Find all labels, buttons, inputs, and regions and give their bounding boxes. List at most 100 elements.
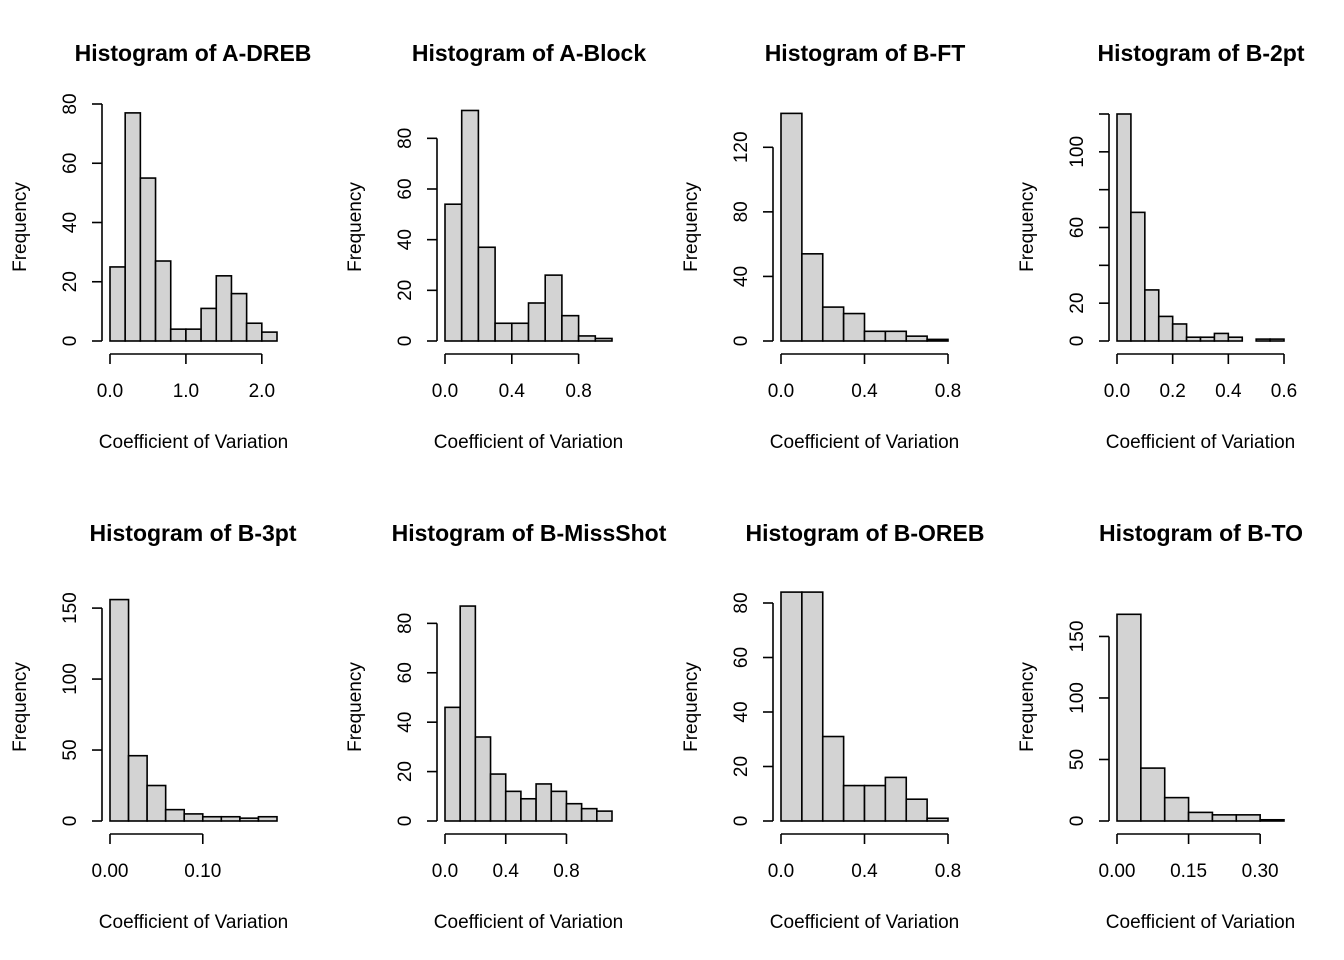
x-tick-label: 0.8: [565, 381, 591, 402]
histogram-bar: [1185, 336, 1202, 342]
x-axis-label: Coefficient of Variation: [99, 432, 288, 453]
x-tick-label: 0.0: [432, 861, 458, 882]
y-tick-label: 60: [731, 647, 752, 668]
y-tick-label: 150: [60, 592, 81, 624]
histogram-bar: [1144, 289, 1160, 342]
y-tick-label: 80: [731, 201, 752, 222]
y-axis-label: Frequency: [681, 182, 702, 272]
x-tick-label: 2.0: [249, 381, 275, 402]
histogram-bar: [474, 736, 492, 822]
y-tick-label: 0: [1067, 336, 1088, 347]
chart-title: Histogram of B-2pt: [1098, 40, 1305, 66]
histogram-panel: Histogram of A-DREB 0.0 1.0 2.0 0 20 40 60 80 Coe…: [10, 40, 311, 453]
x-tick-label: 0.0: [768, 861, 794, 882]
histogram-bar: [1235, 814, 1261, 822]
y-axis-label: Frequency: [681, 662, 702, 752]
histogram-bar: [494, 322, 513, 342]
histogram-bar: [109, 598, 130, 822]
x-tick-label: 0.15: [1170, 861, 1207, 882]
histogram-bar: [884, 776, 908, 822]
histogram-bar: [239, 817, 260, 822]
histogram-panel: Histogram of B-3pt 0.00 0.10 0 50 100 150 Coeff…: [10, 520, 297, 933]
y-tick-label: 40: [395, 229, 416, 250]
histogram-bar: [139, 177, 157, 342]
histogram-bar: [596, 810, 613, 822]
x-tick-label: 0.0: [97, 381, 123, 402]
histogram-bar: [444, 706, 461, 822]
y-axis-label: Frequency: [1017, 182, 1038, 272]
histogram-bar: [169, 328, 187, 342]
histogram-bar: [1259, 818, 1285, 822]
x-axis-label: Coefficient of Variation: [434, 912, 623, 933]
histogram-bar: [1187, 811, 1214, 822]
histogram-bar: [594, 337, 613, 342]
y-tick-label: 20: [731, 756, 752, 777]
histogram-bar: [261, 331, 278, 342]
y-tick-label: 0: [731, 336, 752, 347]
y-tick-label: 0: [395, 336, 416, 347]
x-tick-label: 0.0: [768, 381, 794, 402]
histogram-bar: [1255, 338, 1271, 342]
histogram-bar: [460, 109, 480, 342]
histogram-bar: [535, 783, 553, 822]
histogram-bar: [561, 314, 580, 342]
histogram-bar: [1157, 315, 1174, 342]
histogram-bar: [183, 813, 204, 822]
histogram-panel: Histogram of B-MissShot 0.0 0.4 0.8 0 20 40 60 8…: [345, 520, 667, 933]
x-tick-label: 0.10: [184, 861, 221, 882]
y-tick-label: 0: [395, 816, 416, 827]
x-axis-label: Coefficient of Variation: [1106, 432, 1295, 453]
histogram-panel: Histogram of B-2pt 0.0 0.2 0.4 0.6 0 20 60 100 Co…: [1017, 40, 1305, 453]
y-tick-label: 50: [60, 739, 81, 760]
x-tick-label: 0.4: [851, 861, 878, 882]
histogram-bar: [780, 591, 803, 822]
y-axis-label: Frequency: [345, 662, 366, 752]
y-tick-label: 120: [731, 131, 752, 163]
y-tick-label: 20: [1067, 293, 1088, 314]
x-tick-label: 0.4: [851, 381, 878, 402]
x-tick-label: 0.00: [92, 861, 129, 882]
histogram-bar: [459, 605, 477, 822]
y-tick-label: 100: [60, 663, 81, 695]
histogram-bar: [863, 784, 887, 822]
x-tick-label: 1.0: [173, 381, 199, 402]
y-tick-label: 40: [395, 712, 416, 733]
histogram-bar: [1171, 323, 1188, 342]
y-tick-label: 40: [731, 701, 752, 722]
histogram-bar: [821, 735, 845, 822]
y-tick-label: 40: [60, 212, 81, 233]
x-tick-label: 0.4: [499, 381, 526, 402]
x-axis-label: Coefficient of Variation: [770, 912, 959, 933]
histogram-bar: [863, 330, 887, 342]
y-tick-label: 0: [60, 816, 81, 827]
x-tick-label: 0.00: [1099, 861, 1136, 882]
histogram-bar: [489, 773, 507, 822]
histogram-bar: [1269, 338, 1285, 342]
x-axis-label: Coefficient of Variation: [770, 432, 959, 453]
x-tick-label: 0.4: [493, 861, 520, 882]
histogram-bar: [565, 802, 583, 822]
histogram-bar: [1213, 332, 1230, 342]
histogram-bar: [905, 798, 928, 822]
histogram-bar: [926, 817, 949, 822]
x-tick-label: 0.6: [1271, 381, 1297, 402]
chart-title: Histogram of B-TO: [1099, 520, 1303, 546]
chart-title: Histogram of B-FT: [765, 40, 966, 66]
y-tick-label: 0: [60, 336, 81, 347]
histogram-bar: [245, 322, 263, 342]
chart-title: Histogram of B-OREB: [746, 520, 985, 546]
chart-title: Histogram of B-MissShot: [392, 520, 667, 546]
histogram-bar: [200, 307, 218, 342]
histogram-bar: [544, 274, 563, 342]
y-tick-label: 150: [1067, 621, 1088, 653]
x-tick-label: 0.8: [553, 861, 579, 882]
histogram-bar: [124, 112, 142, 342]
histogram-panel: Histogram of B-TO 0.00 0.15 0.30 0 50 100 150 Co…: [1017, 520, 1303, 933]
y-tick-label: 60: [60, 153, 81, 174]
y-tick-label: 0: [731, 816, 752, 827]
histogram-bar: [1163, 796, 1190, 822]
histogram-bar: [127, 754, 148, 822]
histogram-bar: [504, 790, 522, 822]
histogram-panel: Histogram of B-OREB 0.0 0.4 0.8 0 20 40 60 80 Coe…: [681, 520, 984, 933]
